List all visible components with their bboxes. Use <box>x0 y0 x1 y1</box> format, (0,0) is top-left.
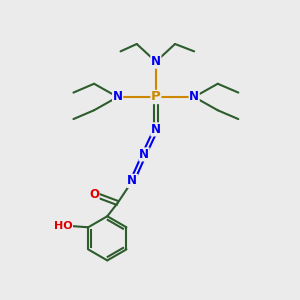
Text: N: N <box>139 148 149 161</box>
Text: N: N <box>151 55 161 68</box>
Text: N: N <box>127 174 137 188</box>
Text: N: N <box>112 91 123 103</box>
Text: HO: HO <box>54 221 73 231</box>
Text: N: N <box>189 91 199 103</box>
Text: P: P <box>151 91 161 103</box>
Text: N: N <box>151 123 161 136</box>
Text: O: O <box>89 188 99 201</box>
